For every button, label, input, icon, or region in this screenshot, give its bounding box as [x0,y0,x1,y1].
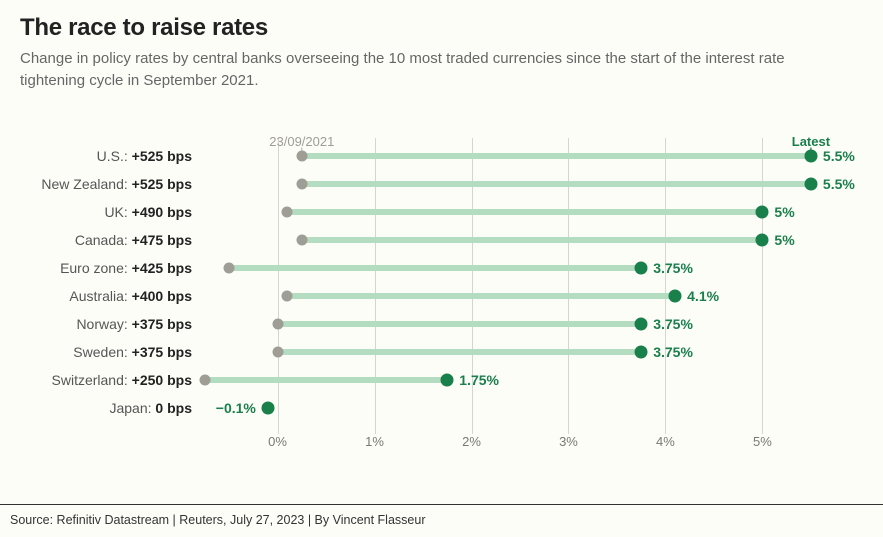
row-label: Australia: +400 bps [0,288,192,304]
row-label: Euro zone: +425 bps [0,260,192,276]
x-axis-label: 2% [452,434,492,449]
row-label: UK: +490 bps [0,204,192,220]
row-label: Japan: 0 bps [0,400,192,416]
row-label: Switzerland: +250 bps [0,372,192,388]
row-label: Norway: +375 bps [0,316,192,332]
x-axis-label: 4% [645,434,685,449]
x-axis-label: 5% [742,434,782,449]
chart-area: 0%1%2%3%4%5%23/09/2021|Latest|U.S.: +525… [20,120,863,470]
row-label: U.S.: +525 bps [0,148,192,164]
chart-row [200,306,840,334]
x-axis-label: 3% [548,434,588,449]
x-axis-label: 1% [355,434,395,449]
chart-row [200,334,840,362]
row-label: Canada: +475 bps [0,232,192,248]
chart-row [200,362,840,390]
chart-row [200,250,840,278]
row-label: New Zealand: +525 bps [0,176,192,192]
chart-row [200,390,840,418]
chart-row [200,166,840,194]
chart-footer: Source: Refinitiv Datastream | Reuters, … [0,504,883,537]
chart-title: The race to raise rates [0,0,883,48]
row-label: Sweden: +375 bps [0,344,192,360]
chart-subtitle: Change in policy rates by central banks … [0,48,840,92]
chart-row [200,222,840,250]
x-axis-label: 0% [258,434,298,449]
chart-row [200,138,840,166]
chart-row [200,278,840,306]
chart-row [200,194,840,222]
